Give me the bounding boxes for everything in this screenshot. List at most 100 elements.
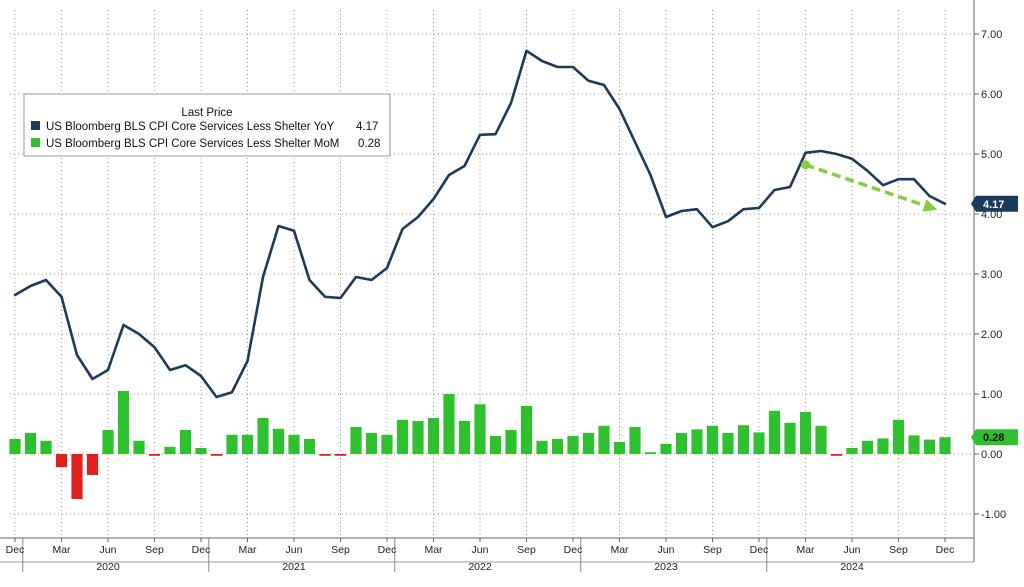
- mom-bar: [846, 448, 858, 454]
- mom-bar: [784, 422, 796, 454]
- mom-bar: [86, 454, 99, 475]
- mom-bar: [179, 430, 192, 454]
- mom-bar: [334, 454, 347, 456]
- y-tick-label: 7.00: [981, 29, 1002, 41]
- mom-bars: [9, 391, 951, 499]
- x-tick-label: Dec: [378, 544, 397, 556]
- y-tick-label: 6.00: [981, 89, 1002, 101]
- year-label: 2020: [96, 561, 120, 573]
- y-tick-label: 3.00: [981, 269, 1002, 281]
- mom-bar: [133, 440, 145, 454]
- y-tick-label: 0.00: [981, 449, 1002, 461]
- y-tick-label: 5.00: [981, 149, 1002, 161]
- mom-bar: [443, 394, 455, 454]
- trend-arrow-head: [922, 199, 938, 212]
- last-value-badges: 4.17 0.28: [971, 195, 1018, 446]
- year-label: 2022: [468, 561, 492, 573]
- mom-bar: [303, 439, 316, 454]
- value-badge-label: 0.28: [983, 432, 1004, 444]
- x-tick-label: Sep: [703, 544, 722, 556]
- mom-bar: [257, 418, 269, 454]
- mom-bar: [737, 425, 750, 454]
- yoy-line-group: [13, 49, 947, 399]
- axes: [0, 0, 979, 572]
- y-axis-labels: 7.00 6.00 5.00 4.00 3.00 2.00 1.00 0.00 -1.00: [981, 29, 1006, 521]
- mom-bar: [629, 427, 641, 454]
- mom-bar: [908, 435, 920, 454]
- mom-bar: [272, 428, 285, 454]
- x-tick-label: Jun: [658, 544, 675, 556]
- x-tick-label: Mar: [610, 544, 629, 556]
- legend-label-mom: US Bloomberg BLS CPI Core Services Less …: [46, 138, 339, 150]
- legend-title: Last Price: [181, 107, 232, 119]
- legend-value-yoy: 4.17: [356, 121, 378, 133]
- mom-bar: [102, 430, 114, 454]
- x-tick-label: Sep: [889, 544, 908, 556]
- mom-bar: [660, 443, 672, 454]
- mom-bar: [40, 440, 52, 454]
- mom-bar: [241, 434, 254, 454]
- mom-bar: [722, 433, 734, 454]
- x-tick-label: Jun: [286, 544, 303, 556]
- mom-bar: [815, 425, 827, 454]
- mom-bar: [768, 410, 781, 454]
- x-tick-label: Mar: [424, 544, 443, 556]
- mom-bar: [675, 433, 688, 454]
- mom-bar: [706, 425, 719, 454]
- x-tick-label: Dec: [750, 544, 769, 556]
- legend: Last Price US Bloomberg BLS CPI Core Ser…: [23, 93, 391, 157]
- trend-arrow-start: [801, 160, 810, 170]
- mom-bar: [412, 421, 424, 454]
- yoy-line: [13, 49, 947, 399]
- legend-value-mom: 0.28: [358, 138, 380, 150]
- legend-swatch-yoy: [31, 121, 40, 130]
- mom-bar: [195, 448, 207, 454]
- mom-bar: [381, 434, 393, 454]
- y-tick-label: 1.00: [981, 389, 1002, 401]
- mom-bar: [613, 442, 626, 454]
- x-tick-label: Mar: [796, 544, 815, 556]
- x-tick-label: Dec: [192, 544, 211, 556]
- mom-bar: [923, 439, 936, 454]
- year-label: 2024: [840, 561, 864, 573]
- mom-bar: [319, 454, 331, 456]
- value-badge-label: 4.17: [983, 199, 1004, 211]
- year-label: 2023: [654, 561, 678, 573]
- mom-bar: [427, 418, 440, 454]
- x-tick-label: Sep: [145, 544, 164, 556]
- mom-bar: [117, 391, 130, 454]
- y-tick-label: -1.00: [981, 509, 1006, 521]
- mom-bar: [24, 433, 37, 454]
- mom-bar: [365, 433, 378, 454]
- mom-bar: [598, 425, 610, 454]
- legend-swatch-mom: [31, 138, 40, 147]
- value-badge: [971, 429, 1018, 446]
- mom-bar: [892, 419, 905, 454]
- mom-bar: [396, 419, 409, 454]
- mom-bar: [520, 406, 533, 454]
- mom-bar: [458, 421, 471, 454]
- mom-bar: [210, 454, 223, 456]
- annotations: [801, 160, 938, 212]
- mom-bar: [799, 412, 812, 454]
- mom-bar: [474, 404, 486, 454]
- trend-arrow-shaft: [804, 163, 927, 208]
- mom-bar: [691, 429, 703, 454]
- x-tick-label: Sep: [331, 544, 350, 556]
- x-tick-label: Dec: [564, 544, 583, 556]
- x-axis-labels: Dec Mar Jun Sep Dec Mar Jun Sep Dec Mar Jun Sep Dec M…: [6, 544, 955, 573]
- mom-bar: [536, 440, 548, 454]
- mom-bar: [226, 434, 238, 454]
- mom-bar: [148, 454, 161, 456]
- mom-bar: [350, 427, 362, 454]
- legend-box: [23, 93, 391, 157]
- x-tick-label: Mar: [52, 544, 71, 556]
- y-tick-label: 4.00: [981, 209, 1002, 221]
- mom-bar: [71, 454, 83, 499]
- x-tick-label: Dec: [936, 544, 955, 556]
- mom-bar: [861, 440, 874, 454]
- x-tick-label: Mar: [238, 544, 257, 556]
- mom-bar: [551, 439, 564, 454]
